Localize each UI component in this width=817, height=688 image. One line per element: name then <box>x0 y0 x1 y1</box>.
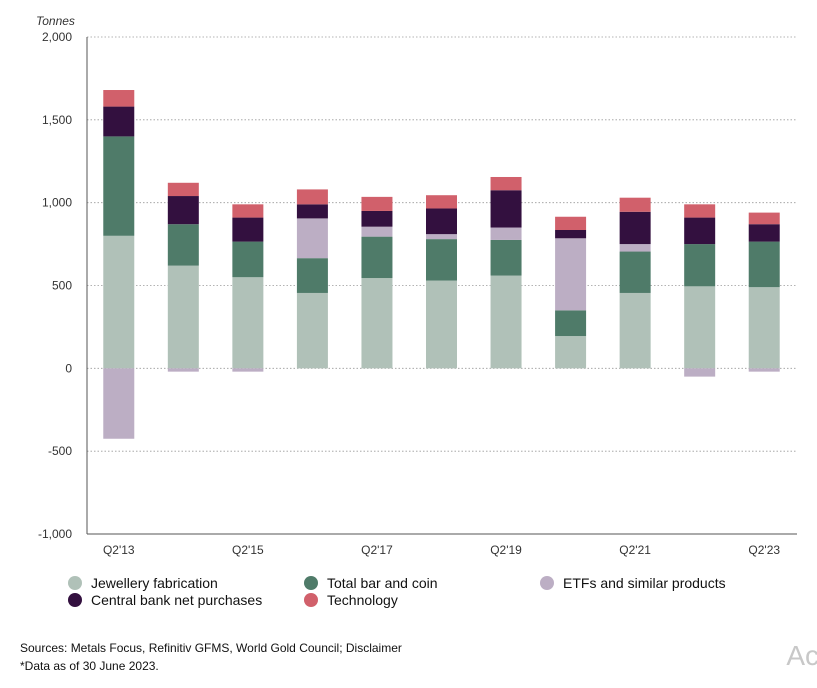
x-tick-label: Q2'19 <box>490 543 522 557</box>
bar-segment <box>619 211 651 245</box>
bar-segment <box>232 277 264 369</box>
bar-segment <box>555 216 587 231</box>
bar-segment <box>167 265 199 369</box>
legend-item-central-bank[interactable]: Central bank net purchases <box>68 592 262 608</box>
y-tick-label: -1,000 <box>38 527 72 541</box>
legend-label-central-bank: Central bank net purchases <box>91 592 263 608</box>
legend-dot-jewellery <box>68 576 82 590</box>
legend-dot-bar-coin <box>304 576 318 590</box>
bar-segment <box>361 196 393 211</box>
legend-label-jewellery: Jewellery fabrication <box>91 575 218 591</box>
legend-dot-technology <box>304 593 318 607</box>
bar-segment <box>748 212 780 225</box>
stacked-bar-chart: Tonnes -1,000 -500 0 500 1,000 1,500 2,000 Q2'13… <box>36 14 797 557</box>
y-tick-label: 1,500 <box>42 113 72 127</box>
legend-item-etfs[interactable]: ETFs and similar products <box>540 575 726 591</box>
bar-segment <box>619 251 651 293</box>
bar-segment <box>296 258 328 293</box>
x-tick-label: Q2'13 <box>103 543 135 557</box>
bar-segment <box>684 286 716 369</box>
legend-item-bar-coin[interactable]: Total bar and coin <box>304 575 438 591</box>
y-tick-label: 0 <box>65 361 72 375</box>
bar-segment <box>555 238 587 311</box>
bar-segment <box>426 208 457 235</box>
bar-segment <box>103 235 135 369</box>
bar-segment <box>103 136 135 236</box>
y-tick-label: 500 <box>52 279 72 293</box>
y-unit-label: Tonnes <box>36 14 75 28</box>
bar-segment <box>426 234 457 240</box>
bar-segment <box>619 292 651 369</box>
bar-segment <box>361 236 393 279</box>
y-tick-label: -500 <box>48 444 72 458</box>
bar-segment <box>361 226 393 237</box>
x-tick-label: Q2'15 <box>232 543 264 557</box>
legend-label-bar-coin: Total bar and coin <box>327 575 438 591</box>
legend-item-jewellery[interactable]: Jewellery fabrication <box>68 575 218 591</box>
legend-dot-etfs <box>540 576 554 590</box>
bar-segment <box>232 241 264 278</box>
bar-segment <box>490 227 522 240</box>
bar-segment <box>361 210 393 227</box>
bar-segment <box>296 218 328 259</box>
x-tick-label: Q2'23 <box>748 543 780 557</box>
bar-segment <box>296 292 328 369</box>
sources-note: Sources: Metals Focus, Refinitiv GFMS, W… <box>20 641 402 655</box>
bar-segment <box>296 189 328 205</box>
bar-segment <box>103 90 135 107</box>
x-tick-label: Q2'21 <box>619 543 651 557</box>
bar-segment <box>555 230 587 239</box>
bar-segment <box>167 368 199 372</box>
y-tick-label: 2,000 <box>42 30 72 44</box>
bar-segment <box>426 280 457 369</box>
bar-segment <box>296 204 328 219</box>
data-date-note: *Data as of 30 June 2023. <box>20 659 159 673</box>
bar-segment <box>426 239 457 281</box>
bar-segment <box>555 310 587 337</box>
bar-segment <box>103 106 135 137</box>
bar-segment <box>684 217 716 245</box>
y-tick-label: 1,000 <box>42 196 72 210</box>
bar-segment <box>684 368 716 377</box>
bar-segment <box>232 368 264 372</box>
bar-segment <box>748 287 780 369</box>
bar-segment <box>232 217 264 242</box>
legend-label-etfs: ETFs and similar products <box>563 575 726 591</box>
bar-segment <box>490 176 522 191</box>
bar-segment <box>619 197 651 212</box>
bar-segment <box>167 196 199 225</box>
legend-dot-central-bank <box>68 593 82 607</box>
bar-segment <box>684 244 716 287</box>
bar-segment <box>361 278 393 369</box>
bar-segment <box>103 368 135 439</box>
watermark-text: Ac <box>786 640 817 671</box>
bar-segment <box>490 239 522 276</box>
bar-segment <box>232 204 264 218</box>
bar-segment <box>167 182 199 197</box>
bar-segment <box>490 275 522 369</box>
bar-segment <box>748 241 780 288</box>
bar-segment <box>555 336 587 369</box>
legend-label-technology: Technology <box>327 592 398 608</box>
bar-segment <box>748 224 780 242</box>
x-tick-label: Q2'17 <box>361 543 393 557</box>
bar-segment <box>684 204 716 218</box>
bar-segment <box>490 190 522 228</box>
bar-segment <box>167 224 199 266</box>
bar-segment <box>426 195 457 209</box>
bar-segment <box>619 244 651 252</box>
bar-segment <box>748 368 780 372</box>
legend-item-technology[interactable]: Technology <box>304 592 398 608</box>
